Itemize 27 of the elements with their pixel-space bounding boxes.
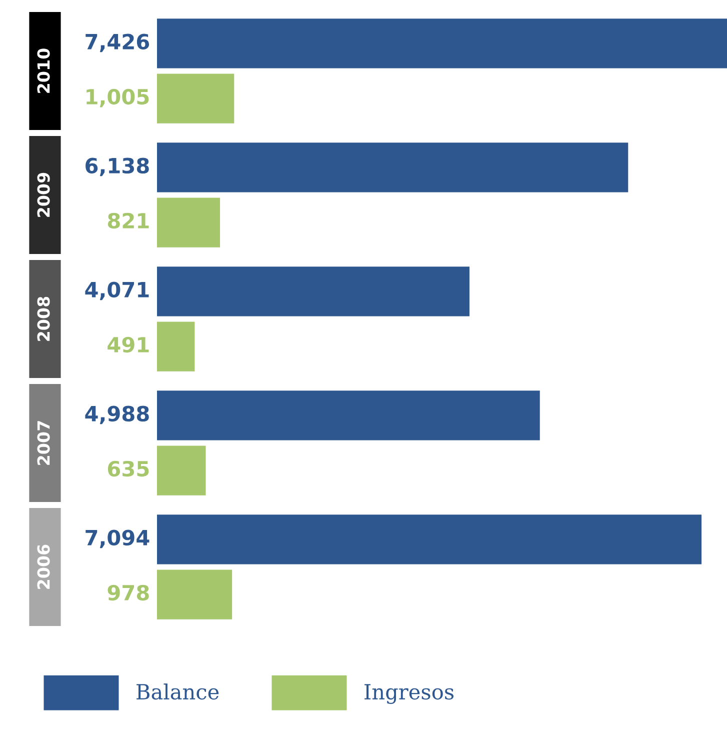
bar — [157, 446, 206, 496]
data-label: 7,426 — [86, 34, 150, 52]
y-tick-label: 2009 — [37, 172, 50, 217]
bar — [157, 18, 727, 68]
bar — [157, 142, 628, 192]
bar — [157, 322, 195, 372]
data-label: 978 — [108, 584, 149, 601]
bar — [157, 266, 470, 316]
y-tick-label: 2010 — [37, 48, 50, 93]
data-label: 1,005 — [86, 88, 149, 108]
data-label: 821 — [108, 212, 149, 229]
data-label: 6,138 — [86, 158, 149, 176]
y-tick-label: 2008 — [37, 296, 50, 341]
bar — [157, 514, 702, 564]
data-label: 635 — [108, 460, 149, 477]
y-tick-label: 2006 — [37, 544, 50, 589]
data-label: 7,094 — [86, 530, 150, 548]
data-label: 491 — [108, 336, 149, 353]
bar — [157, 390, 540, 440]
legend-label: Balance — [136, 683, 219, 700]
data-label: 4,071 — [85, 282, 149, 300]
bar — [157, 74, 234, 124]
data-label: 4,988 — [85, 406, 149, 424]
y-tick-label: 2007 — [37, 421, 50, 465]
bar — [157, 570, 232, 620]
bar — [157, 198, 220, 248]
legend-label: Ingresos — [364, 684, 454, 704]
